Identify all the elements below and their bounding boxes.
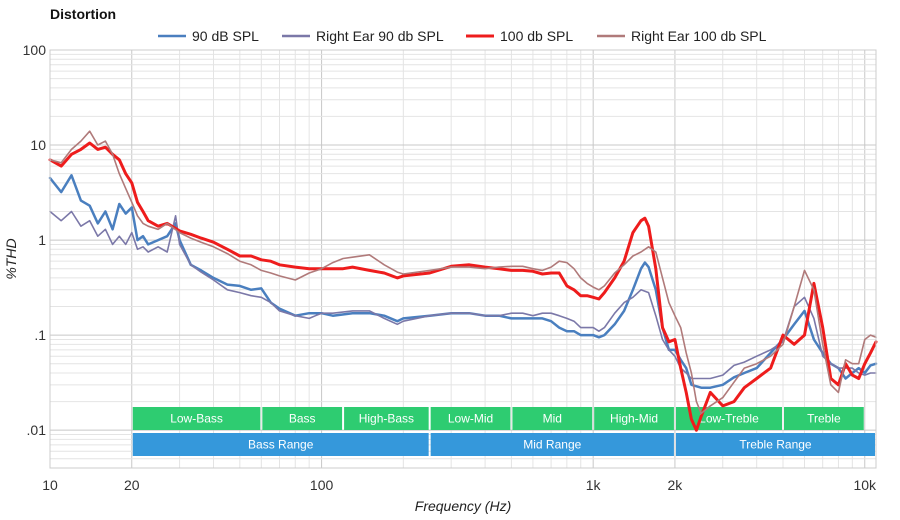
- series-line-1: [48, 174, 878, 389]
- grid: [49, 50, 876, 469]
- series-line-4: [49, 130, 877, 415]
- band-label: Mid Range: [523, 438, 581, 452]
- band-high-bass: [344, 407, 429, 430]
- y-axis-title: %THD: [3, 238, 19, 279]
- plot-frame: [49, 49, 877, 469]
- y-tick-label: 100: [23, 42, 47, 58]
- legend-label: Right Ear 90 db SPL: [316, 28, 444, 44]
- band-label: Mid: [543, 412, 562, 426]
- band-label: High-Bass: [359, 412, 414, 426]
- y-axis-ticks: 100 10 1 .1 .01: [23, 42, 47, 438]
- band-label: Low-Treble: [699, 412, 759, 426]
- y-tick-label: .01: [27, 422, 47, 438]
- band-mid-range: [430, 433, 674, 456]
- x-tick-label: 10: [42, 477, 58, 493]
- x-tick-label: 1k: [586, 477, 602, 493]
- y-tick-label: 1: [38, 232, 46, 248]
- band-label: Bass: [289, 412, 316, 426]
- frequency-range-bands: Low-Bass Bass High-Bass Low-Mid Mid High-Mid L…: [132, 407, 875, 456]
- x-tick-label: 100: [310, 477, 334, 493]
- legend-label: 90 dB SPL: [192, 28, 259, 44]
- legend: 90 dB SPL Right Ear 90 db SPL 100 db SPL Ri…: [158, 28, 767, 44]
- band-label: Bass Range: [248, 438, 314, 452]
- x-tick-label: 20: [124, 477, 140, 493]
- plot-lines: [48, 130, 878, 432]
- band-label: Low-Bass: [170, 412, 223, 426]
- band-label: Treble Range: [739, 438, 812, 452]
- band-label: Treble: [807, 412, 841, 426]
- band-low-mid: [430, 407, 511, 430]
- legend-label: 100 db SPL: [500, 28, 573, 44]
- band-treble-range: [675, 433, 875, 456]
- y-tick-label: .1: [34, 327, 46, 343]
- x-tick-label: 2k: [668, 477, 684, 493]
- x-axis-title: Frequency (Hz): [415, 498, 511, 514]
- band-high-mid: [594, 407, 674, 430]
- y-tick-label: 10: [30, 137, 46, 153]
- band-low-bass: [132, 407, 261, 430]
- band-bass-range: [132, 433, 429, 456]
- band-treble: [784, 407, 864, 430]
- legend-label: Right Ear 100 db SPL: [631, 28, 767, 44]
- x-tick-label: 10k: [853, 477, 877, 493]
- series-line-3: [48, 141, 878, 432]
- band-label: Low-Mid: [448, 412, 493, 426]
- band-label: High-Mid: [610, 412, 658, 426]
- band-mid: [512, 407, 593, 430]
- band-bass: [262, 407, 343, 430]
- x-axis-ticks: 10 20 100 1k 2k 10k: [42, 477, 877, 493]
- chart-title: Distortion: [50, 6, 116, 22]
- series-line-2: [49, 210, 877, 380]
